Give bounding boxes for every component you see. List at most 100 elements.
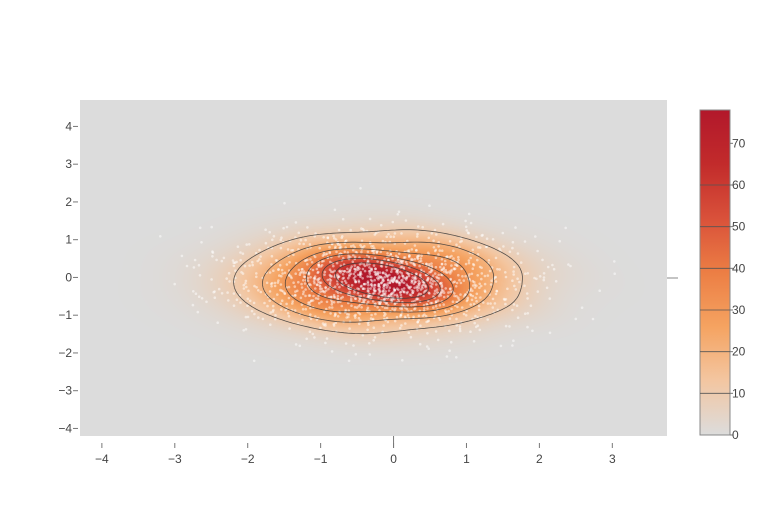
scatter-point: [308, 330, 312, 334]
scatter-point: [483, 282, 487, 286]
scatter-point: [398, 281, 402, 285]
scatter-point: [472, 302, 476, 306]
x-tick-label: 3: [609, 452, 616, 466]
scatter-point: [407, 249, 411, 252]
scatter-point: [198, 226, 202, 230]
scatter-point: [333, 269, 336, 273]
scatter-point: [475, 235, 478, 239]
scatter-point: [197, 295, 201, 299]
scatter-point: [476, 258, 479, 262]
scatter-point: [423, 313, 426, 316]
scatter-point: [491, 297, 495, 301]
scatter-point: [526, 312, 530, 315]
scatter-point: [473, 321, 477, 325]
scatter-point: [313, 255, 317, 259]
scatter-point: [245, 285, 248, 289]
scatter-point: [435, 288, 439, 291]
scatter-point: [248, 264, 251, 267]
scatter-point: [471, 284, 475, 287]
scatter-point: [342, 276, 346, 280]
scatter-point: [273, 284, 277, 288]
scatter-point: [412, 282, 416, 286]
scatter-point: [227, 299, 230, 302]
scatter-point: [316, 278, 319, 281]
scatter-point: [333, 314, 337, 318]
scatter-point: [386, 258, 390, 262]
scatter-point: [387, 232, 390, 236]
y-tick-label: −2: [58, 346, 72, 360]
scatter-point: [499, 344, 503, 348]
scatter-point: [423, 307, 426, 310]
scatter-point: [444, 263, 447, 266]
scatter-point: [417, 225, 420, 228]
colorbar: 70 60 50 40 30 20 10 0: [699, 109, 746, 442]
scatter-point: [421, 283, 425, 287]
scatter-point: [337, 228, 341, 232]
scatter-point: [239, 258, 242, 262]
scatter-point: [491, 238, 495, 241]
scatter-point: [294, 236, 297, 239]
scatter-point: [298, 344, 302, 348]
scatter-point: [478, 282, 482, 286]
scatter-point: [453, 292, 456, 295]
scatter-point: [333, 296, 337, 299]
scatter-point: [310, 289, 314, 293]
scatter-point: [424, 314, 428, 318]
scatter-point: [319, 290, 322, 293]
scatter-point: [344, 342, 348, 345]
scatter-point: [405, 283, 409, 287]
scatter-point: [366, 328, 369, 332]
scatter-point: [334, 321, 338, 325]
scatter-point: [302, 272, 306, 275]
scatter-point: [348, 274, 351, 278]
scatter-point: [433, 292, 436, 295]
scatter-point: [349, 299, 353, 303]
scatter-point: [303, 282, 307, 285]
scatter-point: [496, 308, 500, 312]
scatter-point: [322, 236, 326, 239]
scatter-point: [542, 278, 546, 282]
scatter-point: [304, 238, 307, 242]
scatter-point: [366, 287, 370, 290]
scatter-point: [317, 270, 320, 274]
scatter-point: [447, 309, 450, 313]
scatter-point: [464, 262, 468, 266]
scatter-point: [299, 238, 303, 242]
scatter-point: [258, 258, 261, 261]
scatter-point: [259, 290, 263, 294]
scatter-point: [355, 306, 359, 309]
scatter-point: [475, 292, 479, 296]
scatter-point: [494, 256, 498, 260]
scatter-point: [397, 252, 401, 255]
scatter-point: [454, 263, 457, 267]
scatter-point: [411, 276, 415, 279]
scatter-point: [252, 359, 256, 363]
scatter-point: [359, 319, 362, 322]
scatter-point: [216, 321, 219, 325]
scatter-point: [446, 271, 449, 274]
scatter-point: [438, 249, 442, 252]
scatter-point: [558, 239, 561, 243]
scatter-point: [427, 347, 431, 351]
scatter-point: [323, 310, 326, 314]
scatter-point: [251, 260, 254, 264]
scatter-point: [495, 289, 499, 293]
scatter-point: [396, 295, 399, 298]
scatter-point: [455, 294, 458, 298]
scatter-point: [480, 272, 484, 275]
scatter-point: [336, 283, 339, 286]
scatter-point: [361, 267, 365, 271]
scatter-point: [361, 227, 365, 231]
scatter-point: [242, 329, 245, 332]
scatter-point: [516, 252, 520, 255]
scatter-point: [323, 270, 327, 274]
scatter-point: [462, 279, 466, 282]
scatter-point: [424, 284, 427, 288]
scatter-point: [370, 313, 373, 317]
scatter-point: [271, 304, 275, 308]
scatter-point: [422, 291, 426, 294]
scatter-point: [353, 290, 356, 294]
scatter-point: [433, 310, 437, 314]
scatter-point: [366, 308, 369, 312]
scatter-point: [363, 269, 367, 273]
